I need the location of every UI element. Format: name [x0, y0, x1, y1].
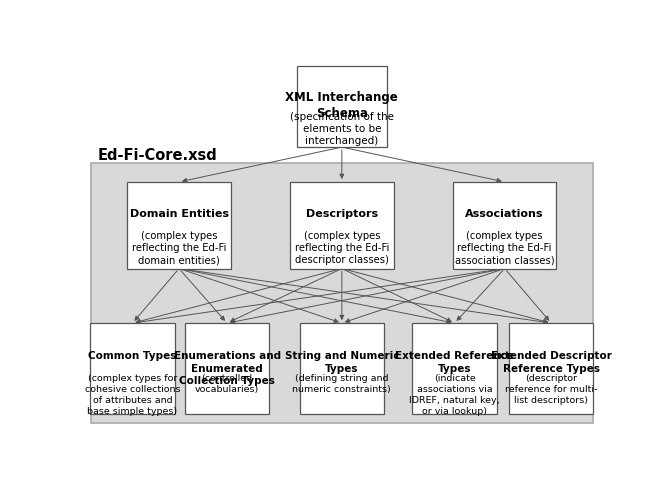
- Text: Common Types: Common Types: [88, 350, 177, 361]
- Text: Ed-Fi-Core.xsd: Ed-Fi-Core.xsd: [98, 147, 217, 163]
- Bar: [127, 183, 231, 269]
- Text: Enumerations and
Enumerated
Collection Types: Enumerations and Enumerated Collection T…: [173, 350, 281, 385]
- Text: (complex types
reflecting the Ed-Fi
association classes): (complex types reflecting the Ed-Fi asso…: [455, 230, 554, 265]
- Bar: [412, 324, 497, 414]
- Text: (defining string and
numeric constraints): (defining string and numeric constraints…: [292, 373, 392, 393]
- Text: (controlled
vocabularies): (controlled vocabularies): [195, 373, 259, 393]
- Bar: [185, 324, 269, 414]
- Bar: [299, 324, 384, 414]
- Text: (complex types for
cohesive collections
of attributes and
base simple types): (complex types for cohesive collections …: [85, 373, 180, 415]
- Bar: [290, 183, 394, 269]
- Text: Extended Descriptor
Reference Types: Extended Descriptor Reference Types: [491, 350, 612, 373]
- Text: Extended Reference
Types: Extended Reference Types: [395, 350, 514, 373]
- Text: Domain Entities: Domain Entities: [129, 208, 229, 219]
- Text: String and Numeric
Types: String and Numeric Types: [285, 350, 399, 373]
- Bar: [90, 324, 175, 414]
- Bar: [297, 67, 387, 148]
- Text: Descriptors: Descriptors: [305, 208, 378, 219]
- Text: (complex types
reflecting the Ed-Fi
domain entities): (complex types reflecting the Ed-Fi doma…: [132, 230, 226, 265]
- Text: (descriptor
reference for multi-
list descriptors): (descriptor reference for multi- list de…: [505, 373, 598, 404]
- Text: (indicate
associations via
IDREF, natural key,
or via lookup): (indicate associations via IDREF, natura…: [410, 373, 500, 415]
- Text: XML Interchange
Schema: XML Interchange Schema: [285, 91, 398, 120]
- Text: (complex types
reflecting the Ed-Fi
descriptor classes): (complex types reflecting the Ed-Fi desc…: [295, 230, 389, 265]
- Text: (specification of the
elements to be
interchanged): (specification of the elements to be int…: [290, 111, 394, 146]
- Bar: [509, 324, 594, 414]
- Bar: [453, 183, 556, 269]
- Text: Associations: Associations: [466, 208, 544, 219]
- Bar: [91, 164, 592, 423]
